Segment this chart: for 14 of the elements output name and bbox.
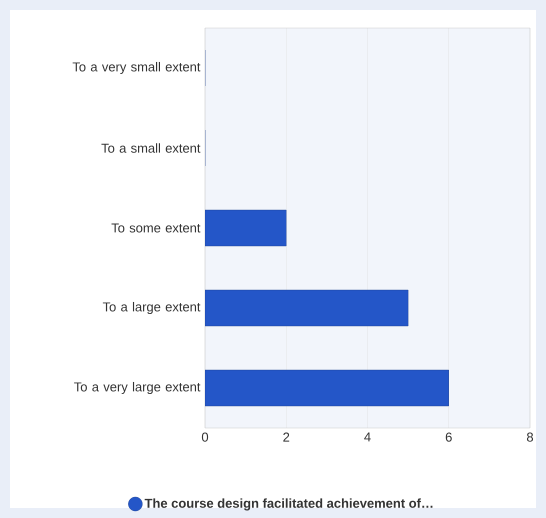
x-tick-label: 2 (283, 432, 290, 442)
y-tick-label: To a small extent (101, 143, 200, 153)
x-tick-label: 0 (202, 432, 208, 442)
y-tick-label: To a very small extent (72, 62, 200, 74)
bar (205, 210, 286, 246)
y-tick-label: To some extent (112, 223, 200, 233)
y-tick-label: To a large extent (102, 302, 200, 314)
bar (205, 290, 408, 326)
bar (205, 370, 449, 406)
legend-label: The course design facilitated achievement of… (144, 498, 432, 510)
x-tick-label: 6 (446, 432, 452, 442)
y-tick-label: To a very large extent (74, 382, 200, 394)
x-tick-label: 8 (526, 432, 534, 442)
x-tick-label: 4 (364, 432, 371, 442)
